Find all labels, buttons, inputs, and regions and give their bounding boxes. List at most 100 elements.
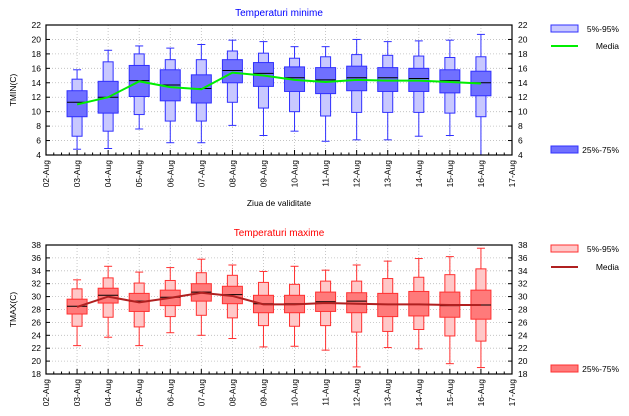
y-tick-label-right: 38: [518, 240, 528, 250]
y-tick-label: 34: [32, 266, 42, 276]
x-tick-label: 05-Aug: [134, 160, 144, 188]
x-tick-label: 11-Aug: [321, 160, 331, 187]
x-tick-label: 07-Aug: [196, 379, 206, 407]
y-tick-label-right: 30: [518, 292, 528, 302]
legend-label: 5%-95%: [587, 24, 620, 34]
y-tick-label: 20: [32, 34, 42, 44]
y-tick-label: 20: [32, 356, 42, 366]
y-tick-label-right: 8: [518, 121, 523, 131]
box-06-Aug: [159, 47, 181, 144]
x-tick-label: 04-Aug: [103, 160, 113, 188]
y-tick-label: 8: [36, 121, 41, 131]
y-tick-label: 36: [32, 253, 42, 263]
y-tick-label: 30: [32, 292, 42, 302]
box-25-75: [221, 59, 243, 84]
box-07-Aug: [190, 44, 212, 144]
x-tick-label: 03-Aug: [72, 160, 82, 188]
y-axis-label: TMAX(C): [8, 292, 18, 328]
y-tick-label: 14: [32, 78, 42, 88]
box-14-Aug: [408, 40, 430, 137]
y-tick-label-right: 18: [518, 49, 528, 59]
y-tick-label-right: 6: [518, 136, 523, 146]
legend-label: Media: [596, 41, 619, 51]
y-tick-label: 12: [32, 92, 42, 102]
y-tick-label: 28: [32, 305, 42, 315]
x-tick-label: 07-Aug: [196, 160, 206, 188]
box-16-Aug: [470, 247, 492, 369]
legend-swatch-25-75: [550, 364, 579, 373]
x-axis-label: Ziua de validitate: [247, 198, 312, 208]
y-tick-label-right: 24: [518, 330, 528, 340]
box-13-Aug: [377, 41, 399, 141]
box-12-Aug: [346, 38, 368, 141]
chart-title: Temperaturi minime: [235, 8, 323, 19]
legend-label: 25%-75%: [582, 145, 619, 155]
box-03-Aug: [66, 279, 88, 347]
x-tick-label: 12-Aug: [352, 160, 362, 188]
x-tick-label: 04-Aug: [103, 379, 113, 407]
legend-swatch-5-95: [550, 24, 579, 33]
chart-tmax: Temperaturi maxime 18 18 20 20 22 22 24 24 26 26 28…: [8, 228, 619, 406]
x-tick-label: 08-Aug: [227, 379, 237, 407]
x-tick-label: 02-Aug: [41, 160, 51, 188]
box-11-Aug: [315, 269, 337, 351]
y-tick-label-right: 20: [518, 356, 528, 366]
x-tick-label: 10-Aug: [290, 379, 300, 407]
y-tick-label: 10: [32, 107, 42, 117]
x-tick-label: 13-Aug: [383, 379, 393, 407]
box-12-Aug: [346, 264, 368, 368]
y-tick-label-right: 26: [518, 317, 528, 327]
y-tick-label-right: 32: [518, 279, 528, 289]
plot-frame: [45, 24, 513, 156]
y-tick-label: 26: [32, 317, 42, 327]
x-tick-label: 08-Aug: [227, 160, 237, 188]
plot-frame: [45, 244, 513, 375]
x-tick-label: 11-Aug: [321, 379, 331, 406]
x-tick-label: 10-Aug: [290, 160, 300, 188]
box-10-Aug: [284, 265, 306, 347]
y-tick-label: 4: [36, 150, 41, 160]
y-tick-label-right: 22: [518, 20, 528, 30]
x-tick-label: 13-Aug: [383, 160, 393, 188]
y-tick-label: 16: [32, 63, 42, 73]
y-tick-label: 22: [32, 20, 42, 30]
mean-line: [76, 291, 481, 308]
x-tick-label: 03-Aug: [72, 379, 82, 407]
y-tick-label: 24: [32, 330, 42, 340]
y-tick-label-right: 22: [518, 343, 528, 353]
legend-swatch-5-95: [550, 244, 579, 253]
x-tick-label: 16-Aug: [476, 160, 486, 188]
box-06-Aug: [159, 267, 181, 334]
box-15-Aug: [439, 256, 461, 365]
y-tick-label: 6: [36, 136, 41, 146]
y-tick-label-right: 16: [518, 63, 528, 73]
x-tick-label: 16-Aug: [476, 379, 486, 407]
mean-line: [76, 71, 481, 106]
chart-tmin: Temperaturi minime 4 4 6 6 8 8 10 10 12 12 14 14 16 16…: [8, 8, 619, 208]
y-tick-label-right: 20: [518, 34, 528, 44]
x-tick-label: 09-Aug: [258, 160, 268, 188]
x-tick-label: 12-Aug: [352, 379, 362, 407]
box-08-Aug: [221, 264, 243, 340]
x-tick-label: 05-Aug: [134, 379, 144, 407]
y-tick-label-right: 18: [518, 369, 528, 379]
y-tick-label: 38: [32, 240, 42, 250]
box-16-Aug: [470, 33, 492, 156]
x-tick-label: 17-Aug: [507, 160, 517, 188]
y-tick-label-right: 28: [518, 305, 528, 315]
y-tick-label: 32: [32, 279, 42, 289]
box-09-Aug: [252, 41, 274, 136]
y-tick-label: 22: [32, 343, 42, 353]
x-tick-label: 15-Aug: [445, 379, 455, 407]
y-tick-label-right: 12: [518, 92, 528, 102]
y-tick-label-right: 34: [518, 266, 528, 276]
box-25-75: [346, 65, 368, 92]
x-tick-label: 15-Aug: [445, 160, 455, 188]
legend-swatch-25-75: [550, 145, 579, 154]
x-tick-label: 17-Aug: [507, 379, 517, 407]
chart-title: Temperaturi maxime: [234, 228, 325, 239]
y-tick-label: 18: [32, 49, 42, 59]
legend-label: 25%-75%: [582, 364, 619, 374]
